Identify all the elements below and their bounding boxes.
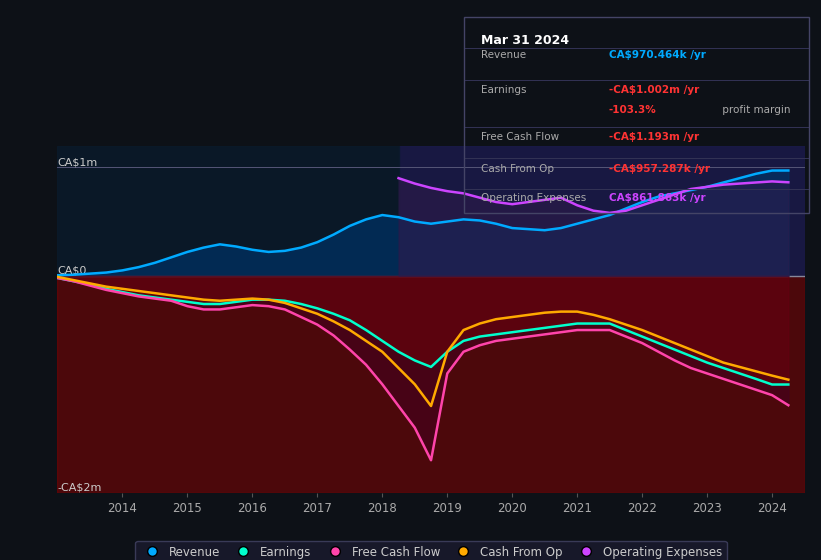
Text: Cash From Op: Cash From Op	[481, 164, 554, 174]
Text: CA$970.464k /yr: CA$970.464k /yr	[608, 50, 705, 60]
Text: Earnings: Earnings	[481, 85, 526, 95]
Bar	[57, 276, 805, 493]
Legend: Revenue, Earnings, Free Cash Flow, Cash From Op, Operating Expenses: Revenue, Earnings, Free Cash Flow, Cash …	[135, 541, 727, 560]
Text: Free Cash Flow: Free Cash Flow	[481, 132, 559, 142]
Text: CA$861.863k /yr: CA$861.863k /yr	[608, 193, 705, 203]
Text: CA$0: CA$0	[57, 266, 87, 276]
Text: Revenue: Revenue	[481, 50, 526, 60]
Bar	[57, 146, 398, 276]
Text: -CA$1.193m /yr: -CA$1.193m /yr	[608, 132, 699, 142]
Text: Operating Expenses: Operating Expenses	[481, 193, 586, 203]
Text: -CA$1.002m /yr: -CA$1.002m /yr	[608, 85, 699, 95]
Text: profit margin: profit margin	[719, 105, 791, 115]
Text: CA$1m: CA$1m	[57, 157, 98, 167]
Text: -103.3%: -103.3%	[608, 105, 657, 115]
Bar	[398, 146, 805, 276]
Text: -CA$2m: -CA$2m	[57, 483, 102, 493]
Text: -CA$957.287k /yr: -CA$957.287k /yr	[608, 164, 709, 174]
Text: Mar 31 2024: Mar 31 2024	[481, 35, 569, 48]
